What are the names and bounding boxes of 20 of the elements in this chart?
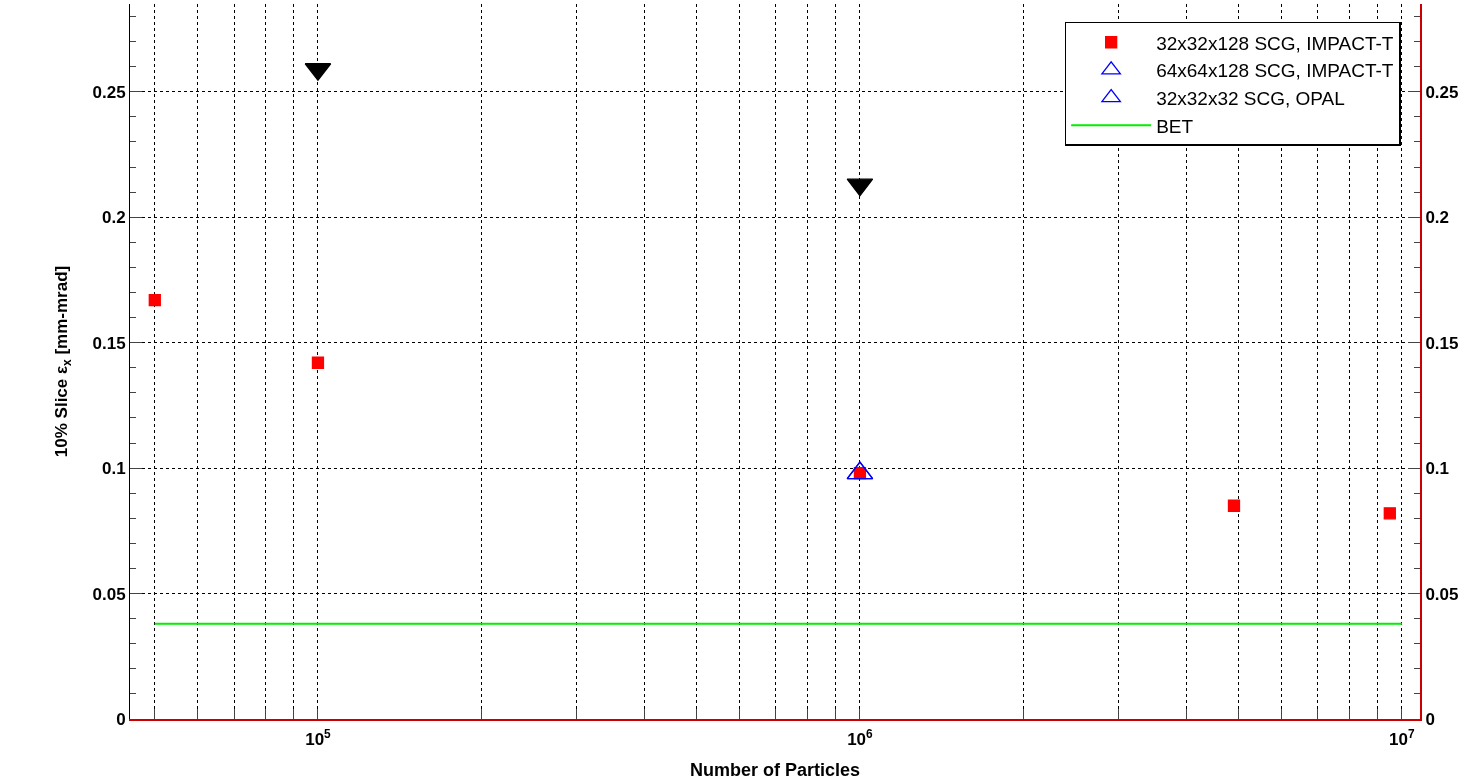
legend-label: 32x32x32 SCG, OPAL [1156, 88, 1345, 110]
x-tick-label: 10$^{6}$ [847, 727, 874, 750]
y-tick-label: 0.15 [92, 333, 126, 353]
y-tick-label: 0.1 [101, 459, 126, 479]
legend-label: 64x64x128 SCG, IMPACT-T [1156, 60, 1394, 82]
y2-tick-label: 0.1 [1425, 459, 1450, 479]
x-tick-label: 10$^{7}$ [1389, 727, 1416, 750]
y-tick-label: 0.05 [92, 584, 126, 604]
y-tick-label: 0 [116, 709, 126, 729]
y2-tick-label: 0 [1425, 709, 1435, 729]
y-tick-label: 0.2 [101, 208, 126, 228]
y2-tick-label: 0.25 [1425, 82, 1459, 102]
legend-label: BET [1156, 115, 1194, 137]
x-axis-title: Number of Particles [689, 760, 861, 780]
y2-tick-label: 0.15 [1425, 333, 1459, 353]
legend-label: 32x32x128 SCG, IMPACT-T [1156, 32, 1394, 54]
y2-tick-label: 0.2 [1425, 208, 1450, 228]
y2-tick-label: 0.05 [1425, 584, 1459, 604]
x-tick-label: 10$^{5}$ [305, 727, 332, 750]
y-tick-label: 0.25 [92, 82, 126, 102]
